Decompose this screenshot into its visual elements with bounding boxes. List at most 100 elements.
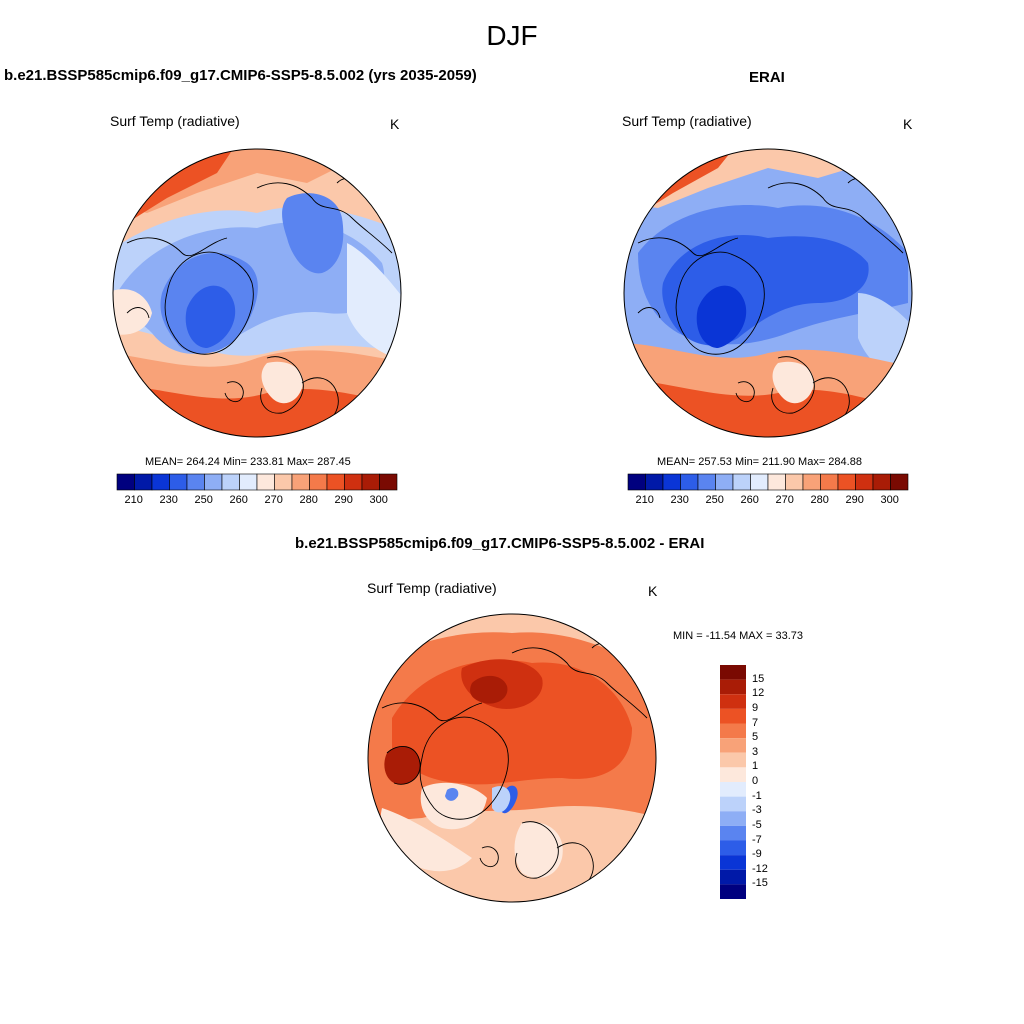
erai-colorbar-swatch — [802, 473, 821, 491]
difference-colorbar-tick-label: 9 — [752, 701, 759, 714]
erai-colorbar-tick-label: 260 — [740, 494, 759, 506]
erai-colorbar-swatch — [697, 473, 716, 491]
panel-model-units: K — [390, 116, 400, 132]
model-colorbar-swatch — [169, 473, 188, 491]
erai-polar-map — [623, 148, 913, 438]
erai-colorbar-swatch — [750, 473, 769, 491]
erai-colorbar-swatch — [715, 473, 734, 491]
erai-colorbar-swatch — [855, 473, 874, 491]
model-colorbar — [116, 473, 398, 491]
model-colorbar-tick-label: 270 — [264, 494, 283, 506]
difference-colorbar-tick-label: -1 — [752, 789, 762, 802]
difference-colorbar-tick-label: 0 — [752, 775, 759, 787]
model-polar-map — [112, 148, 402, 438]
difference-colorbar-swatch — [720, 855, 746, 870]
difference-polar-map — [367, 613, 657, 903]
figure-title: DJF — [486, 20, 538, 51]
panel-erai-variable: Surf Temp (radiative) — [622, 113, 752, 129]
difference-colorbar-swatch — [720, 884, 746, 899]
panel-diff-units: K — [648, 583, 658, 599]
erai-colorbar-swatch — [662, 473, 681, 491]
difference-colorbar-swatch — [720, 723, 746, 739]
erai-colorbar-tick-label: 280 — [810, 494, 829, 506]
panel-erai-stats: MEAN= 257.53 Min= 211.90 Max= 284.88 — [657, 456, 862, 468]
erai-colorbar-swatch — [645, 473, 664, 491]
difference-temperature-field — [368, 614, 656, 902]
difference-colorbar-swatch — [720, 665, 746, 680]
difference-colorbar — [720, 665, 746, 899]
panel-erai-units: K — [903, 116, 913, 132]
erai-colorbar-swatch — [890, 473, 909, 491]
model-colorbar-tick-label: 300 — [369, 494, 388, 506]
erai-temperature-field — [624, 149, 912, 437]
difference-colorbar-swatch — [720, 738, 746, 753]
erai-colorbar-swatch — [767, 473, 786, 491]
panel-diff-title: b.e21.BSSP585cmip6.f09_g17.CMIP6-SSP5-8.… — [295, 535, 705, 552]
erai-colorbar-tick-label: 230 — [670, 494, 689, 506]
difference-colorbar-tick-label: -12 — [752, 862, 768, 875]
panel-model-variable: Surf Temp (radiative) — [110, 113, 240, 129]
model-colorbar-tick-label: 290 — [334, 494, 353, 506]
panel-diff-stats: MIN = -11.54 MAX = 33.73 — [673, 630, 804, 642]
panel-model-title: b.e21.BSSP585cmip6.f09_g17.CMIP6-SSP5-8.… — [4, 67, 477, 84]
erai-colorbar-swatch — [837, 473, 856, 491]
difference-colorbar-tick-label: -15 — [752, 877, 768, 890]
difference-colorbar-swatch — [720, 679, 746, 695]
difference-colorbar-swatch — [720, 796, 746, 812]
model-colorbar-tick-label: 250 — [194, 494, 213, 506]
model-colorbar-swatch — [204, 473, 223, 491]
model-colorbar-swatch — [291, 473, 310, 491]
erai-colorbar-tick-label: 300 — [880, 494, 899, 506]
difference-colorbar-tick-label: 1 — [752, 760, 759, 773]
model-colorbar-swatch — [344, 473, 363, 491]
model-colorbar-swatch — [379, 473, 398, 491]
model-colorbar-swatch — [274, 473, 293, 491]
difference-colorbar-tick-label: -5 — [752, 818, 762, 831]
model-colorbar-swatch — [116, 473, 135, 491]
erai-colorbar — [627, 473, 909, 491]
difference-colorbar-swatch — [720, 840, 746, 856]
difference-colorbar-tick-label: 3 — [752, 745, 759, 758]
erai-colorbar-swatch — [627, 473, 646, 491]
difference-colorbar-tick-label: -9 — [752, 848, 762, 861]
difference-colorbar-tick-label: 12 — [752, 687, 765, 700]
model-colorbar-tick-label: 280 — [299, 494, 318, 506]
model-colorbar-swatch — [151, 473, 170, 491]
difference-colorbar-swatch — [720, 869, 746, 885]
erai-colorbar-swatch — [820, 473, 839, 491]
erai-colorbar-swatch — [785, 473, 804, 491]
erai-colorbar-swatch — [872, 473, 891, 491]
erai-colorbar-tick-label: 290 — [845, 494, 864, 506]
model-colorbar-swatch — [326, 473, 345, 491]
erai-colorbar-tick-label: 250 — [705, 494, 724, 506]
erai-colorbar-swatch — [732, 473, 751, 491]
model-colorbar-swatch — [309, 473, 328, 491]
difference-colorbar-swatch — [720, 694, 746, 709]
model-colorbar-swatch — [221, 473, 240, 491]
model-colorbar-swatch — [239, 473, 258, 491]
model-colorbar-swatch — [134, 473, 153, 491]
difference-colorbar-tick-label: -3 — [752, 804, 762, 817]
model-colorbar-swatch — [256, 473, 275, 491]
model-colorbar-tick-label: 260 — [229, 494, 248, 506]
difference-colorbar-swatch — [720, 825, 746, 841]
model-colorbar-tick-label: 210 — [124, 494, 143, 506]
model-colorbar-tick-label: 230 — [159, 494, 178, 506]
difference-colorbar-tick-label: 15 — [752, 672, 765, 685]
panel-diff-variable: Surf Temp (radiative) — [367, 580, 497, 596]
difference-colorbar-tick-label: -7 — [752, 833, 762, 846]
difference-colorbar-tick-label: 7 — [752, 716, 759, 729]
difference-colorbar-tick-label: 5 — [752, 731, 759, 744]
panel-erai-title: ERAI — [749, 69, 785, 86]
difference-colorbar-swatch — [720, 811, 746, 826]
difference-colorbar-swatch — [720, 752, 746, 768]
model-colorbar-swatch — [186, 473, 205, 491]
erai-colorbar-tick-label: 270 — [775, 494, 794, 506]
erai-colorbar-swatch — [680, 473, 699, 491]
difference-colorbar-swatch — [720, 782, 746, 797]
difference-colorbar-swatch — [720, 767, 746, 782]
panel-model-stats: MEAN= 264.24 Min= 233.81 Max= 287.45 — [145, 456, 351, 468]
difference-colorbar-swatch — [720, 708, 746, 724]
model-colorbar-swatch — [361, 473, 380, 491]
erai-colorbar-tick-label: 210 — [635, 494, 654, 506]
